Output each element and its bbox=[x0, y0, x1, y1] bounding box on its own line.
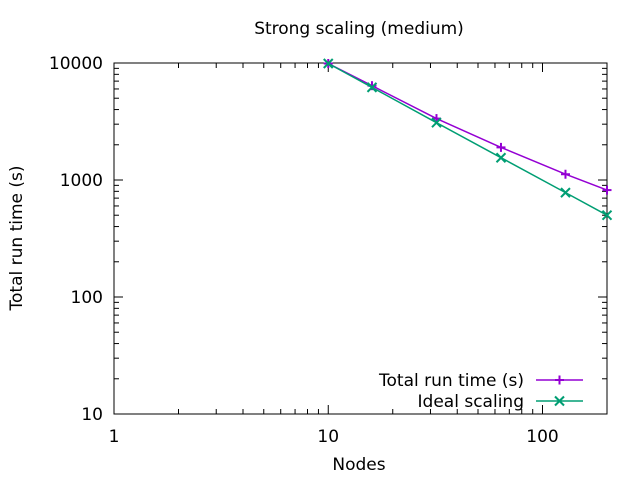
series-2-point bbox=[601, 210, 613, 221]
series-1-point bbox=[496, 142, 506, 152]
x-tick-label: 10 bbox=[317, 427, 339, 447]
series-1-point bbox=[602, 185, 612, 195]
x-tick-label: 1 bbox=[109, 427, 120, 447]
series-line-2 bbox=[327, 62, 608, 216]
series-2-point bbox=[560, 187, 571, 198]
legend: Total run time (s)Ideal scaling bbox=[378, 371, 583, 412]
legend-marker bbox=[554, 395, 565, 407]
y-tick-label: 10000 bbox=[49, 54, 103, 74]
legend-marker bbox=[555, 375, 564, 385]
series-1-point bbox=[560, 169, 570, 179]
legend-label: Total run time (s) bbox=[378, 371, 524, 391]
plot-frame bbox=[113, 62, 608, 415]
x-tick-label: 100 bbox=[526, 427, 558, 447]
series-2-point bbox=[495, 152, 507, 163]
legend-label: Ideal scaling bbox=[418, 392, 524, 412]
series-2-point bbox=[431, 117, 442, 128]
series-2-point bbox=[323, 58, 334, 69]
y-axis-label: Total run time (s) bbox=[7, 166, 27, 312]
plot-area bbox=[323, 58, 613, 221]
y-tick-label: 100 bbox=[71, 288, 103, 308]
y-tick-label: 10 bbox=[81, 405, 103, 425]
series-2-point bbox=[366, 82, 378, 93]
axes: 1 10 100 10 100 1000 10000 bbox=[49, 54, 608, 447]
series-line-1 bbox=[327, 62, 608, 191]
x-axis-label: Nodes bbox=[332, 455, 385, 475]
chart-title: Strong scaling (medium) bbox=[254, 19, 464, 39]
y-tick-label: 1000 bbox=[60, 171, 103, 191]
